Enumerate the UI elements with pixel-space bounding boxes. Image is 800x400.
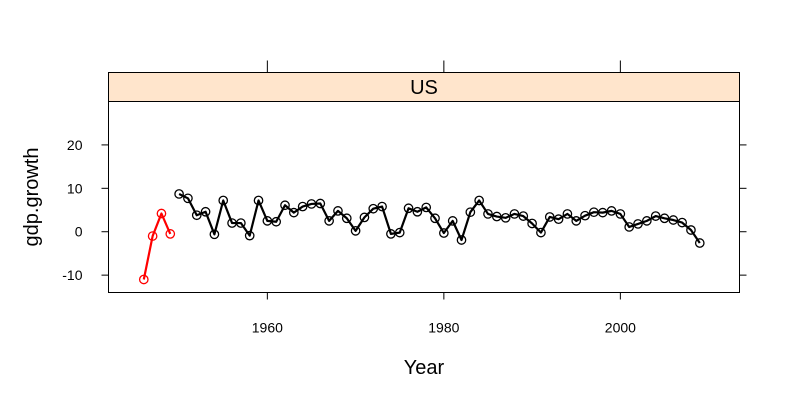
y-tick-label: 20 (67, 137, 83, 153)
data-point (597, 207, 608, 218)
data-point (377, 201, 387, 212)
data-point (509, 209, 520, 219)
data-point (253, 195, 264, 206)
data-point (244, 230, 255, 241)
data-point (412, 206, 423, 217)
data-point (430, 213, 440, 224)
data-point (606, 206, 617, 216)
data-point (580, 210, 590, 221)
data-point (641, 216, 652, 226)
series-layer (138, 189, 705, 285)
data-point (694, 238, 705, 248)
data-point (518, 211, 529, 221)
data-point (571, 216, 582, 226)
data-point (156, 208, 167, 219)
series-line (142, 212, 172, 280)
data-point (359, 212, 370, 223)
x-tick-label: 1980 (428, 320, 459, 336)
data-point (456, 235, 467, 245)
data-point (553, 214, 564, 224)
panel-strip-label: US (410, 77, 438, 99)
data-point (483, 209, 493, 219)
data-point (465, 207, 476, 218)
x-tick-label: 1960 (252, 320, 283, 336)
data-point (138, 274, 149, 285)
data-point (183, 193, 193, 204)
x-axis-bottom: 1960 1980 2000 (252, 292, 636, 336)
x-axis-title: Year (404, 357, 445, 379)
data-point (677, 217, 687, 228)
data-point (659, 213, 670, 224)
data-point (536, 227, 546, 238)
data-point (288, 207, 299, 218)
data-point (368, 203, 379, 214)
y-tick-label: 0 (75, 224, 83, 240)
data-point (668, 215, 679, 225)
series-1 (174, 189, 705, 248)
data-point (315, 198, 326, 209)
data-point (421, 202, 432, 213)
data-point (562, 209, 573, 219)
data-point (527, 218, 537, 229)
data-point (350, 226, 361, 236)
data-point (333, 206, 343, 216)
panel-frame (108, 101, 740, 293)
data-point (615, 209, 626, 219)
data-point (191, 210, 202, 221)
data-point (324, 216, 334, 226)
data-point (209, 229, 220, 240)
y-tick-label: -10 (62, 267, 82, 283)
data-point (686, 225, 696, 235)
x-tick-label: 2000 (605, 320, 636, 336)
data-point (280, 200, 290, 211)
series-0 (138, 208, 176, 285)
data-point (633, 219, 643, 229)
x-axis-top (266, 60, 621, 73)
data-point (624, 222, 635, 232)
data-point (147, 231, 158, 241)
data-point (439, 228, 449, 238)
data-point (297, 201, 308, 212)
data-point (500, 212, 511, 223)
y-axis-title: gdp.growth (21, 148, 43, 247)
data-point (165, 229, 176, 239)
data-point (544, 212, 555, 222)
y-axis-right (739, 144, 747, 276)
data-point (447, 216, 458, 226)
panel-strip (108, 72, 740, 102)
data-point (650, 211, 661, 221)
data-point (174, 189, 184, 199)
data-point (218, 195, 229, 206)
y-tick-label: 10 (67, 180, 83, 196)
data-point (394, 227, 405, 238)
data-point (236, 218, 246, 228)
data-point (200, 206, 211, 217)
data-point (474, 195, 485, 206)
data-point (271, 216, 282, 227)
data-point (341, 213, 352, 224)
data-point (403, 203, 414, 214)
y-axis-left: -10 0 10 20 (62, 137, 109, 283)
